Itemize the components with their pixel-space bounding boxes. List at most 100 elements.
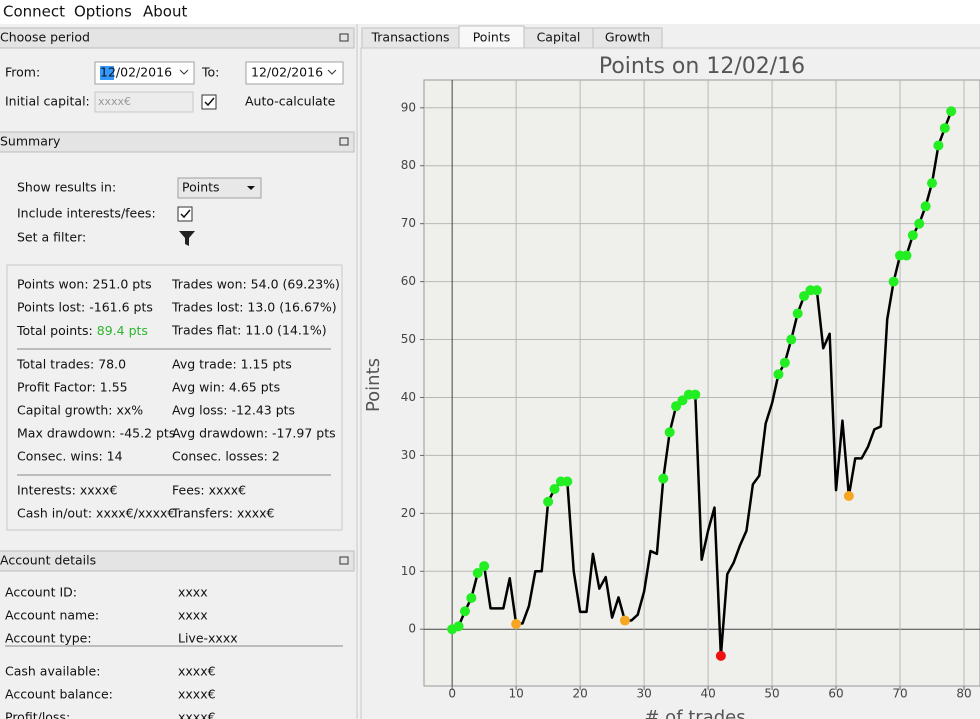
checkbox[interactable] <box>201 94 217 110</box>
plot-area <box>423 79 980 687</box>
data-point <box>549 484 560 495</box>
data-point <box>543 496 554 507</box>
x-tick-label: 50 <box>764 687 779 701</box>
checkmark <box>204 97 215 107</box>
y-axis-label: Points <box>363 358 384 412</box>
float-icon[interactable] <box>339 137 349 146</box>
label: To: <box>201 65 219 80</box>
data-point <box>927 178 938 189</box>
field-label: Cash available: <box>5 664 100 679</box>
stat: Interests: xxxx€ <box>17 483 117 498</box>
y-tick-label: 80 <box>401 158 416 172</box>
x-tick-label: 80 <box>956 687 971 701</box>
data-point <box>933 140 944 151</box>
label: Set a filter: <box>17 230 86 245</box>
y-tick-label: 90 <box>401 100 416 114</box>
panel-title: Choose period <box>0 30 90 45</box>
field-value: xxxx€ <box>178 710 216 719</box>
data-point <box>920 201 931 212</box>
field-label: Profit/loss: <box>5 710 70 719</box>
float-icon[interactable] <box>339 556 349 565</box>
data-point <box>792 308 803 319</box>
chart: 0 10 20 30 40 50 60 70 80 90 0 10 20 30 40 50 60 70 80 Poin… <box>363 54 980 719</box>
data-point <box>799 291 810 302</box>
x-tick-label: 0 <box>448 687 456 701</box>
field-value: xxxx <box>178 608 208 623</box>
x-tick-label: 40 <box>700 687 715 701</box>
data-point <box>811 285 822 296</box>
stat: Avg trade: 1.15 pts <box>172 357 292 372</box>
menu-options[interactable]: Options <box>74 3 132 21</box>
dropdown-arrow <box>247 186 255 190</box>
menu-about[interactable]: About <box>143 3 187 21</box>
chart-title: Points on 12/02/16 <box>599 54 805 79</box>
data-point <box>664 427 675 438</box>
x-tick-label: 30 <box>636 687 651 701</box>
stat-label: Total points: <box>16 323 93 338</box>
stat: Trades lost: 13.0 (16.67%) <box>171 300 337 315</box>
combo-box[interactable] <box>177 177 262 199</box>
x-axis-label: # of trades <box>644 707 745 719</box>
data-point <box>472 568 483 579</box>
field-value: Live-xxxx <box>178 631 238 646</box>
field-value: xxxx <box>178 585 208 600</box>
label: Initial capital: <box>5 94 90 109</box>
y-tick-label: 70 <box>401 216 416 230</box>
y-tick-label: 10 <box>401 564 416 578</box>
capital-input <box>94 91 194 113</box>
tab-label: Transactions <box>370 30 449 45</box>
data-line <box>451 110 953 658</box>
data-point <box>479 561 490 572</box>
panel-title: Account details <box>0 553 96 568</box>
stat: Total trades: 78.0 <box>16 357 126 372</box>
dropdown-arrow <box>179 69 189 75</box>
field-value: xxxx€ <box>178 664 216 679</box>
tab-label: Growth <box>605 30 650 45</box>
field-label: Account type: <box>5 631 92 646</box>
stat: Profit Factor: 1.55 <box>17 380 128 395</box>
stat: Avg win: 4.65 pts <box>172 380 280 395</box>
data-point <box>466 592 477 603</box>
label: From: <box>5 65 40 80</box>
menu-bar <box>0 0 980 24</box>
data-point <box>939 123 950 134</box>
tab-label: Capital <box>537 30 581 45</box>
checkmark <box>180 209 191 219</box>
data-point <box>914 218 925 229</box>
y-tick-label: 60 <box>401 274 416 288</box>
menu-connect[interactable]: Connect <box>3 3 65 21</box>
date-input[interactable] <box>94 61 195 85</box>
data-point <box>453 621 464 632</box>
stat: Trades won: 54.0 (69.23%) <box>171 277 340 292</box>
label: Auto-calculate <box>245 94 336 109</box>
date-value: 12/02/2016 <box>100 65 172 80</box>
checkbox[interactable] <box>177 206 193 222</box>
panel-header <box>0 550 355 572</box>
data-point <box>511 619 522 630</box>
date-input[interactable] <box>245 61 344 85</box>
stat: Cash in/out: xxxx€/xxxx€ <box>17 506 175 521</box>
float-icon[interactable] <box>339 33 349 42</box>
stat: Fees: xxxx€ <box>172 483 246 498</box>
data-point <box>786 334 797 345</box>
stat: Consec. losses: 2 <box>172 449 280 464</box>
tab-label: Points <box>473 30 511 45</box>
field-label: Account ID: <box>5 585 77 600</box>
x-tick-label: 20 <box>572 687 587 701</box>
data-point <box>671 401 682 412</box>
data-point <box>658 473 669 484</box>
filter-icon[interactable] <box>179 231 195 246</box>
stats-box <box>6 264 343 531</box>
data-point <box>907 230 918 241</box>
date-value: 12/02/2016 <box>251 65 323 80</box>
y-tick-label: 50 <box>401 332 416 346</box>
label: Show results in: <box>17 180 116 195</box>
data-point <box>459 606 470 617</box>
data-point <box>946 106 957 117</box>
stat-value: 89.4 pts <box>97 323 148 338</box>
data-point <box>715 650 726 661</box>
stat: Total points: 89.4 pts <box>16 323 148 338</box>
x-tick-label: 60 <box>828 687 843 701</box>
data-point <box>562 476 573 487</box>
